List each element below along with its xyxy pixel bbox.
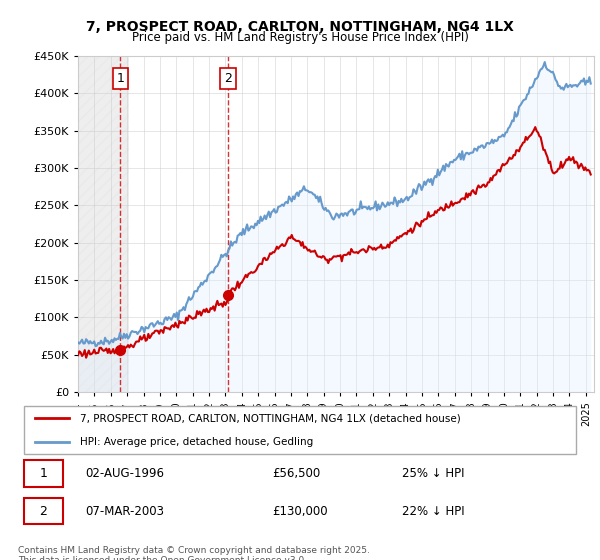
Text: 1: 1	[40, 467, 47, 480]
Text: 07-MAR-2003: 07-MAR-2003	[86, 505, 164, 517]
Text: 7, PROSPECT ROAD, CARLTON, NOTTINGHAM, NG4 1LX: 7, PROSPECT ROAD, CARLTON, NOTTINGHAM, N…	[86, 20, 514, 34]
Text: 2: 2	[40, 505, 47, 517]
Text: £130,000: £130,000	[272, 505, 328, 517]
Text: 22% ↓ HPI: 22% ↓ HPI	[401, 505, 464, 517]
Bar	[23, 460, 63, 487]
Text: 02-AUG-1996: 02-AUG-1996	[86, 467, 164, 480]
Text: Contains HM Land Registry data © Crown copyright and database right 2025.
This d: Contains HM Land Registry data © Crown c…	[18, 546, 370, 560]
Text: 1: 1	[116, 72, 124, 85]
Text: 2: 2	[224, 72, 232, 85]
Text: 7, PROSPECT ROAD, CARLTON, NOTTINGHAM, NG4 1LX (detached house): 7, PROSPECT ROAD, CARLTON, NOTTINGHAM, N…	[80, 413, 461, 423]
Text: 25% ↓ HPI: 25% ↓ HPI	[401, 467, 464, 480]
Text: £56,500: £56,500	[272, 467, 320, 480]
Text: Price paid vs. HM Land Registry's House Price Index (HPI): Price paid vs. HM Land Registry's House …	[131, 31, 469, 44]
Bar	[23, 498, 63, 524]
Text: HPI: Average price, detached house, Gedling: HPI: Average price, detached house, Gedl…	[80, 436, 313, 446]
